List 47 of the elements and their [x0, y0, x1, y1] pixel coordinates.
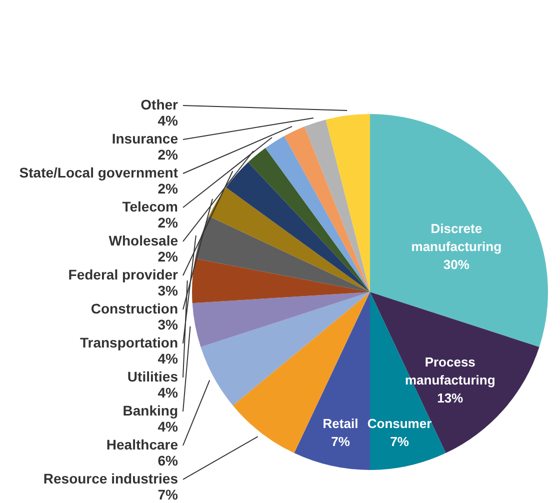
slice-label: Wholesale [108, 232, 178, 248]
data-label: 2% [158, 180, 179, 196]
pie-slice [294, 292, 370, 470]
pie-slice [200, 292, 370, 406]
slice-label: Telecom [122, 198, 178, 214]
data-label: 2% [158, 146, 179, 162]
data-label: 3% [158, 316, 179, 332]
data-label: 2% [158, 214, 179, 230]
data-label: 3% [158, 282, 179, 298]
data-label: 4% [158, 384, 179, 400]
slice-label: Retail [322, 416, 358, 432]
pie-slice [370, 114, 548, 348]
data-label: 6% [158, 452, 179, 468]
pie-slice [195, 216, 370, 292]
pie-slice [248, 148, 370, 292]
pie-slice [226, 162, 370, 292]
slice-label: Healthcare [106, 436, 178, 452]
slice-label: Insurance [112, 130, 178, 146]
slice-label: Consumer [367, 416, 432, 432]
slice-label: Federal provider [68, 266, 179, 282]
data-label: 30% [443, 257, 470, 272]
slice-label: Other [140, 96, 179, 112]
pie-slice [284, 126, 370, 292]
data-label: 4% [158, 350, 179, 366]
pie-slice [208, 187, 370, 292]
slice-label: Construction [90, 300, 178, 316]
slice-label: Utilities [127, 368, 178, 384]
data-label: 13% [437, 390, 464, 406]
slice-label: Discrete manufacturing [411, 221, 502, 254]
data-label: 4% [158, 418, 179, 434]
pie-slice [265, 136, 370, 292]
pie-slice [370, 292, 540, 454]
slice-label: Transportation [80, 334, 178, 350]
pie-slice [326, 114, 370, 292]
data-label: 7% [158, 486, 179, 502]
pie-slice [192, 258, 370, 304]
data-label: 7% [331, 434, 350, 450]
slice-label: Banking [122, 402, 178, 418]
pie-slice [304, 120, 370, 292]
data-label: 7% [390, 434, 410, 450]
pie-slice [192, 292, 370, 348]
slice-label: State/Local government [19, 164, 178, 180]
slice-label: Process manufacturing [404, 354, 496, 388]
pie-slice [232, 292, 370, 454]
data-label: 2% [158, 248, 179, 264]
data-label: 4% [158, 112, 179, 128]
slice-label: Resource industries [43, 470, 178, 486]
